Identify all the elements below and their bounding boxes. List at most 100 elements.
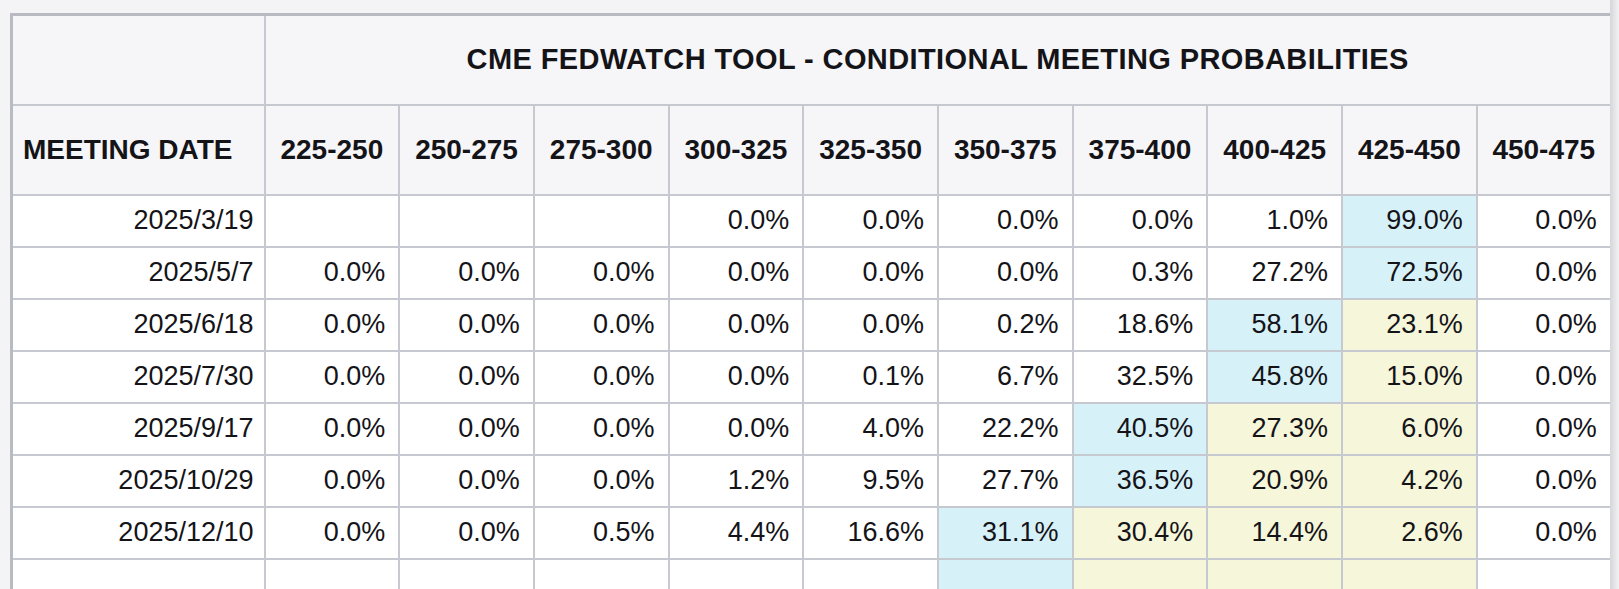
probability-cell [938, 559, 1073, 589]
probability-cell: 0.0% [265, 351, 400, 403]
probability-cell: 0.0% [399, 351, 534, 403]
probability-cell [534, 559, 669, 589]
probability-cell [669, 559, 804, 589]
meeting-date-cell [12, 559, 265, 589]
table-row: 2025/10/290.0%0.0%0.0%1.2%9.5%27.7%36.5%… [12, 455, 1612, 507]
probability-cell: 0.0% [1477, 507, 1612, 559]
probability-cell: 0.0% [669, 195, 804, 247]
rate-column-header: 450-475 [1477, 105, 1612, 195]
probability-cell: 0.0% [1477, 403, 1612, 455]
meeting-date-cell: 2025/10/29 [12, 455, 265, 507]
table-row: 2025/5/70.0%0.0%0.0%0.0%0.0%0.0%0.3%27.2… [12, 247, 1612, 299]
probability-cell: 99.0% [1342, 195, 1477, 247]
probability-cell [399, 195, 534, 247]
probability-cell: 40.5% [1073, 403, 1208, 455]
probability-cell: 0.0% [534, 455, 669, 507]
rate-column-header: 300-325 [669, 105, 804, 195]
probability-cell: 4.2% [1342, 455, 1477, 507]
probability-cell [399, 559, 534, 589]
probability-cell: 20.9% [1207, 455, 1342, 507]
probability-cell: 0.0% [803, 195, 938, 247]
probability-cell: 27.2% [1207, 247, 1342, 299]
probability-cell: 0.0% [534, 247, 669, 299]
probability-cell: 0.3% [1073, 247, 1208, 299]
probability-cell: 36.5% [1073, 455, 1208, 507]
rate-column-header: 350-375 [938, 105, 1073, 195]
corner-cell [12, 15, 265, 105]
probability-cell: 0.0% [399, 247, 534, 299]
table-title: CME FEDWATCH TOOL - CONDITIONAL MEETING … [265, 15, 1612, 105]
meeting-date-cell: 2025/7/30 [12, 351, 265, 403]
rate-column-header: 400-425 [1207, 105, 1342, 195]
probability-cell: 0.0% [265, 247, 400, 299]
rate-column-header: 325-350 [803, 105, 938, 195]
meeting-date-cell: 2025/9/17 [12, 403, 265, 455]
table-row: 2025/6/180.0%0.0%0.0%0.0%0.0%0.2%18.6%58… [12, 299, 1612, 351]
probability-cell: 4.4% [669, 507, 804, 559]
probability-cell: 0.0% [1477, 299, 1612, 351]
probability-cell: 0.0% [1477, 247, 1612, 299]
meeting-date-cell: 2025/12/10 [12, 507, 265, 559]
probability-cell: 0.0% [399, 403, 534, 455]
probability-cell: 6.0% [1342, 403, 1477, 455]
probability-cell [534, 195, 669, 247]
column-header-row: MEETING DATE 225-250250-275275-300300-32… [12, 105, 1612, 195]
probability-cell: 0.0% [534, 299, 669, 351]
probability-cell: 58.1% [1207, 299, 1342, 351]
fedwatch-probabilities-table: CME FEDWATCH TOOL - CONDITIONAL MEETING … [10, 13, 1613, 589]
probability-cell: 2.6% [1342, 507, 1477, 559]
probability-cell: 4.0% [803, 403, 938, 455]
probability-cell: 0.1% [803, 351, 938, 403]
meeting-date-cell: 2025/3/19 [12, 195, 265, 247]
table-head: CME FEDWATCH TOOL - CONDITIONAL MEETING … [12, 15, 1612, 195]
probability-cell: 0.5% [534, 507, 669, 559]
rate-column-header: 225-250 [265, 105, 400, 195]
probability-cell: 14.4% [1207, 507, 1342, 559]
table-row: 2025/12/100.0%0.0%0.5%4.4%16.6%31.1%30.4… [12, 507, 1612, 559]
probability-cell [265, 559, 400, 589]
probability-cell: 1.0% [1207, 195, 1342, 247]
probability-cell: 0.0% [399, 299, 534, 351]
probability-cell: 0.0% [1073, 195, 1208, 247]
probability-cell: 0.2% [938, 299, 1073, 351]
probability-cell: 72.5% [1342, 247, 1477, 299]
probability-cell: 0.0% [938, 195, 1073, 247]
probability-cell: 0.0% [938, 247, 1073, 299]
probability-cell: 0.0% [803, 299, 938, 351]
probability-cell: 27.3% [1207, 403, 1342, 455]
probability-cell: 32.5% [1073, 351, 1208, 403]
table-row: 2025/9/170.0%0.0%0.0%0.0%4.0%22.2%40.5%2… [12, 403, 1612, 455]
probability-cell: 27.7% [938, 455, 1073, 507]
meeting-date-header: MEETING DATE [12, 105, 265, 195]
meeting-date-cell: 2025/5/7 [12, 247, 265, 299]
rate-column-header: 375-400 [1073, 105, 1208, 195]
probability-cell: 15.0% [1342, 351, 1477, 403]
probability-cell: 6.7% [938, 351, 1073, 403]
title-row: CME FEDWATCH TOOL - CONDITIONAL MEETING … [12, 15, 1612, 105]
probability-cell: 0.0% [265, 455, 400, 507]
probability-cell [1477, 559, 1612, 589]
probability-cell: 1.2% [669, 455, 804, 507]
probability-cell: 16.6% [803, 507, 938, 559]
probability-cell: 31.1% [938, 507, 1073, 559]
probability-cell [1073, 559, 1208, 589]
probability-cell: 0.0% [1477, 455, 1612, 507]
rate-column-header: 425-450 [1342, 105, 1477, 195]
probability-cell: 0.0% [399, 455, 534, 507]
probability-cell: 22.2% [938, 403, 1073, 455]
probability-cell: 30.4% [1073, 507, 1208, 559]
probability-cell: 9.5% [803, 455, 938, 507]
meeting-date-cell: 2025/6/18 [12, 299, 265, 351]
probability-cell: 0.0% [1477, 195, 1612, 247]
probability-cell: 18.6% [1073, 299, 1208, 351]
rate-column-header: 250-275 [399, 105, 534, 195]
probability-cell: 0.0% [1477, 351, 1612, 403]
probability-cell: 23.1% [1342, 299, 1477, 351]
table-body: 2025/3/190.0%0.0%0.0%0.0%1.0%99.0%0.0%20… [12, 195, 1612, 589]
probability-cell [265, 195, 400, 247]
probability-cell: 0.0% [669, 299, 804, 351]
probability-cell: 0.0% [265, 299, 400, 351]
table-row: 2025/3/190.0%0.0%0.0%0.0%1.0%99.0%0.0% [12, 195, 1612, 247]
window-edge-shadow [1610, 0, 1619, 589]
probability-cell: 0.0% [265, 403, 400, 455]
